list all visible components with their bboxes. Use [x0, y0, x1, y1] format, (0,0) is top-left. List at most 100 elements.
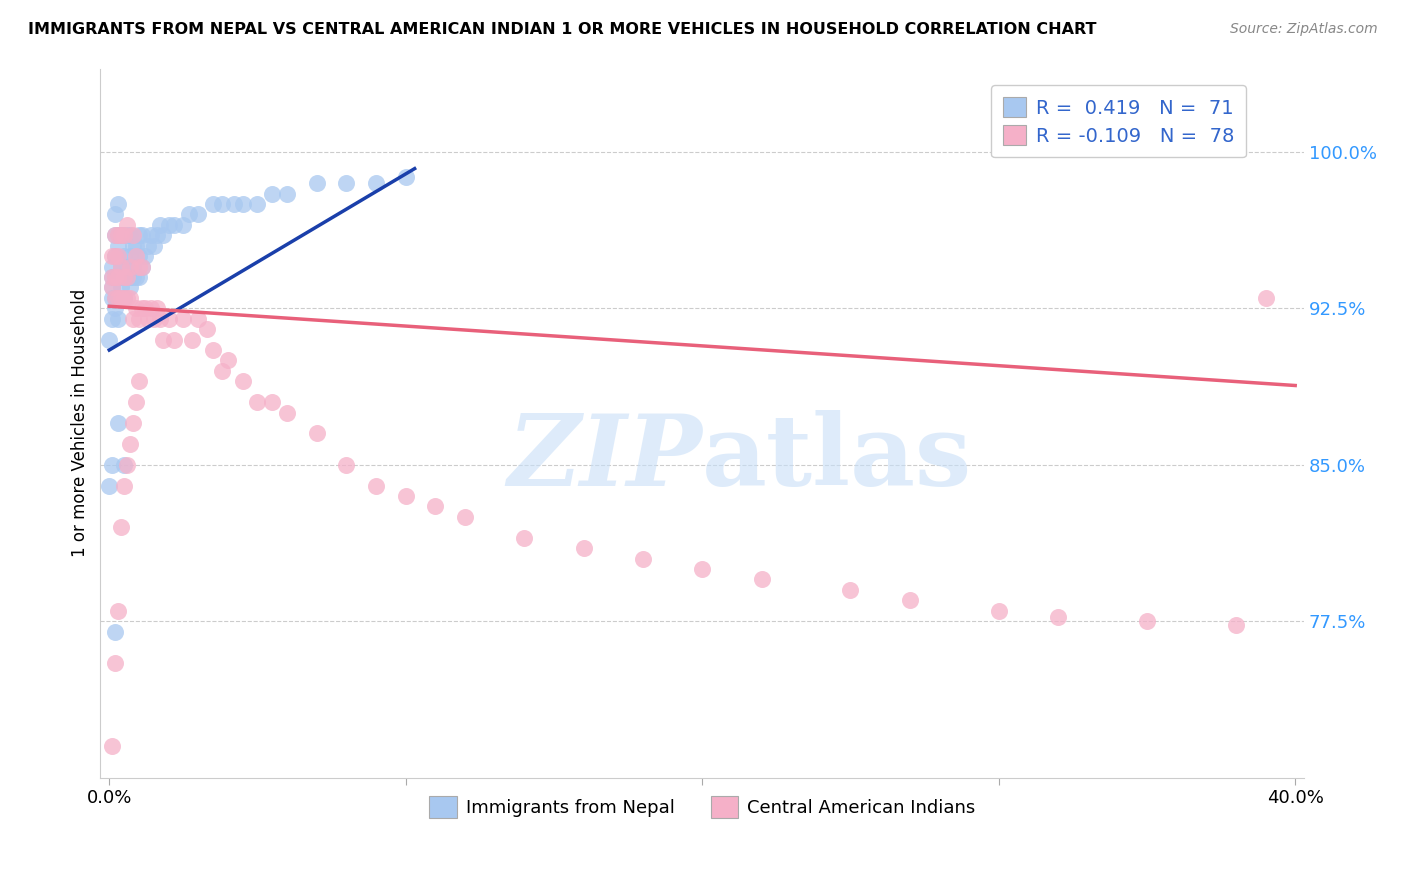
Point: [128, 228, 150, 243]
Point: [104, 291, 127, 305]
Point: [211, 197, 233, 211]
Point: [572, 541, 595, 556]
Point: [335, 176, 357, 190]
Point: [232, 375, 254, 389]
Point: [107, 197, 129, 211]
Point: [122, 270, 145, 285]
Point: [101, 260, 124, 274]
Point: [101, 270, 124, 285]
Point: [128, 249, 150, 263]
Point: [104, 624, 127, 639]
Point: [112, 228, 135, 243]
Point: [125, 301, 148, 316]
Point: [110, 291, 132, 305]
Point: [149, 218, 172, 232]
Point: [107, 270, 129, 285]
Point: [513, 531, 536, 545]
Point: [232, 197, 254, 211]
Point: [98, 333, 121, 347]
Point: [107, 270, 129, 285]
Point: [118, 249, 141, 263]
Point: [107, 416, 129, 430]
Point: [122, 416, 145, 430]
Point: [335, 458, 357, 472]
Point: [107, 311, 129, 326]
Point: [157, 218, 180, 232]
Point: [101, 291, 124, 305]
Point: [364, 176, 387, 190]
Point: [425, 500, 447, 514]
Point: [631, 551, 654, 566]
Point: [101, 270, 124, 285]
Point: [172, 311, 194, 326]
Point: [112, 458, 135, 472]
Point: [128, 311, 150, 326]
Point: [112, 291, 135, 305]
Point: [115, 458, 138, 472]
Point: [101, 311, 124, 326]
Point: [128, 270, 150, 285]
Point: [136, 239, 159, 253]
Text: ZIP: ZIP: [508, 410, 702, 507]
Point: [122, 239, 145, 253]
Point: [364, 478, 387, 492]
Point: [134, 301, 156, 316]
Point: [202, 197, 225, 211]
Point: [115, 260, 138, 274]
Point: [107, 228, 129, 243]
Point: [104, 249, 127, 263]
Point: [987, 604, 1010, 618]
Point: [145, 228, 167, 243]
Point: [122, 260, 145, 274]
Point: [195, 322, 218, 336]
Y-axis label: 1 or more Vehicles in Household: 1 or more Vehicles in Household: [72, 289, 89, 558]
Point: [179, 207, 201, 221]
Point: [163, 333, 186, 347]
Point: [1254, 291, 1277, 305]
Point: [276, 186, 298, 201]
Point: [128, 375, 150, 389]
Point: [131, 260, 153, 274]
Point: [125, 239, 148, 253]
Point: [898, 593, 921, 607]
Point: [395, 169, 418, 184]
Point: [187, 311, 209, 326]
Point: [122, 228, 145, 243]
Point: [104, 249, 127, 263]
Point: [163, 218, 186, 232]
Point: [395, 489, 418, 503]
Point: [118, 291, 141, 305]
Text: Source: ZipAtlas.com: Source: ZipAtlas.com: [1230, 22, 1378, 37]
Point: [115, 270, 138, 285]
Point: [157, 311, 180, 326]
Point: [101, 458, 124, 472]
Point: [118, 280, 141, 294]
Point: [454, 509, 477, 524]
Point: [145, 301, 167, 316]
Point: [690, 562, 713, 576]
Point: [246, 395, 269, 409]
Point: [125, 395, 148, 409]
Point: [118, 437, 141, 451]
Point: [112, 249, 135, 263]
Point: [211, 364, 233, 378]
Point: [1046, 610, 1069, 624]
Point: [104, 207, 127, 221]
Point: [112, 228, 135, 243]
Point: [1225, 618, 1247, 632]
Point: [222, 197, 245, 211]
Text: atlas: atlas: [702, 410, 973, 507]
Point: [110, 228, 132, 243]
Point: [101, 249, 124, 263]
Point: [262, 186, 284, 201]
Point: [131, 228, 153, 243]
Point: [101, 280, 124, 294]
Point: [125, 249, 148, 263]
Point: [110, 520, 132, 534]
Point: [112, 478, 135, 492]
Point: [122, 311, 145, 326]
Point: [118, 260, 141, 274]
Point: [246, 197, 269, 211]
Point: [115, 218, 138, 232]
Point: [262, 395, 284, 409]
